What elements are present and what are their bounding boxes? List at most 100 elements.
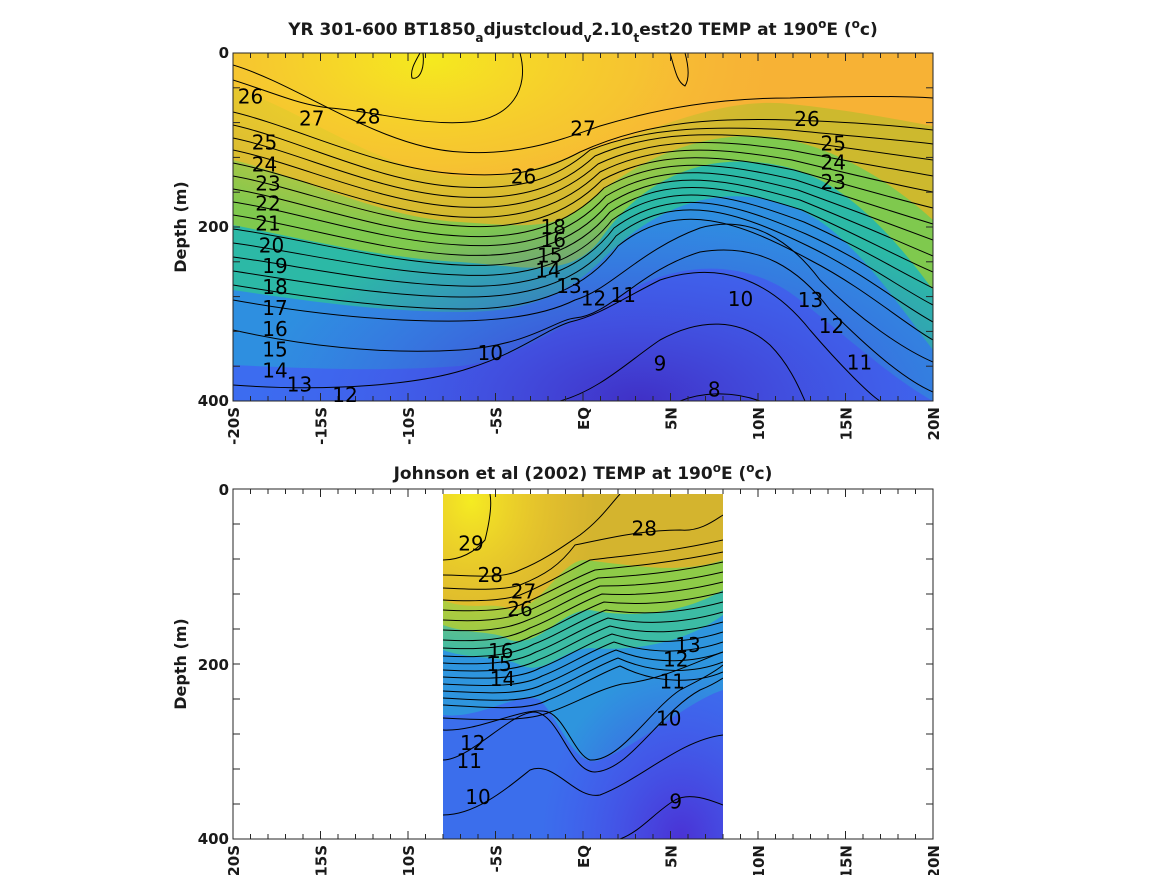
top-temperature-field (233, 53, 933, 401)
top-contour-10 (233, 271, 881, 401)
bottom-contour-label: 29 (458, 531, 483, 555)
top-contour-label: 24 (252, 152, 277, 176)
bottom-contour-19 (443, 621, 723, 672)
top-contours (233, 53, 933, 401)
bottom-contour-label: 27 (511, 579, 536, 603)
top-contour-28a (233, 53, 524, 124)
bottom-contour-label: 16 (488, 639, 513, 663)
top-contour-19 (233, 172, 933, 247)
top-contour-label: 15 (537, 244, 562, 268)
bottom-x-tick-label: 15N (838, 845, 856, 875)
top-contour-label: 28 (355, 105, 380, 129)
top-contour-label: 13 (798, 288, 823, 312)
top-panel: YR 301-600 BT1850adjustcloudv2.10test20 … (171, 17, 943, 445)
top-contour-label: 23 (255, 172, 280, 196)
top-x-tick-label: -20S (225, 407, 243, 445)
top-contour-21 (233, 157, 933, 228)
bottom-contour-label: 11 (660, 670, 685, 694)
bottom-contour-label: 28 (478, 563, 503, 587)
bottom-contour-label: 12 (663, 648, 688, 672)
bottom-contour-22 (443, 591, 723, 650)
bottom-y-axis-label: Depth (m) (171, 618, 190, 710)
top-contour-11 (233, 249, 933, 393)
bottom-contour-21 (443, 601, 723, 658)
bottom-x-tick-label: -20S (225, 845, 243, 875)
bottom-y-tick-200: 200 (198, 656, 229, 674)
top-x-tick-labels: -20S -15S -10S -5S EQ 5N 10N 15N 20N (225, 407, 943, 445)
top-y-tick-400: 400 (198, 392, 229, 410)
top-contour-label: 27 (570, 117, 595, 141)
bottom-contour-15 (443, 657, 723, 701)
top-contour-23 (233, 142, 933, 208)
top-contour-label: 10 (478, 341, 503, 365)
top-contour-label: 9 (654, 352, 667, 376)
top-contour-label: 25 (252, 131, 277, 155)
top-contour-28c (669, 53, 689, 87)
bottom-chart-title: Johnson et al (2002) TEMP at 190oE (oc) (393, 461, 773, 484)
bottom-x-tick-label: 10N (750, 845, 768, 875)
top-y-tick-200: 200 (198, 218, 229, 236)
top-contour-label: 20 (259, 233, 284, 257)
bottom-contour-label: 10 (465, 785, 490, 809)
top-contour-20 (233, 164, 933, 238)
top-contour-24 (233, 134, 933, 198)
top-contour-17 (233, 187, 933, 273)
top-x-tick-label: EQ (575, 407, 593, 430)
top-x-tick-label: -10S (400, 407, 418, 445)
bottom-contour-label: 11 (457, 749, 482, 773)
top-contour-label: 14 (262, 359, 287, 383)
top-contour-label: 11 (847, 351, 872, 375)
top-x-tick-label: 15N (838, 407, 856, 440)
top-contour-22 (233, 149, 933, 218)
top-contour-label: 13 (287, 372, 312, 396)
top-contour-12 (233, 223, 933, 363)
bottom-contour-16 (443, 649, 723, 694)
top-contour-label: 14 (535, 259, 560, 283)
top-x-tick-label: -15S (313, 407, 331, 445)
bottom-contour-11 (443, 677, 723, 773)
top-contour-label: 19 (262, 254, 287, 278)
top-contour-label: 22 (255, 192, 280, 216)
bottom-contour-14 (443, 665, 723, 709)
bottom-contour-label: 15 (486, 652, 511, 676)
top-contour-13 (233, 218, 933, 341)
bottom-x-tick-label: 20N (925, 845, 943, 875)
top-contour-label: 21 (255, 212, 280, 236)
bottom-contour-label: 26 (507, 597, 532, 621)
bottom-x-tick-labels: -20S -15S -10S -5S EQ 5N 10N 15N 20N (225, 845, 943, 875)
top-contour-9 (559, 323, 806, 401)
bottom-x-tick-label: 5N (663, 845, 681, 868)
bottom-contour-18 (443, 631, 723, 679)
bottom-contour-label: 13 (675, 633, 700, 657)
top-contour-label: 26 (511, 165, 536, 189)
top-contour-label: 16 (541, 228, 566, 252)
top-x-tick-label: -5S (488, 407, 506, 434)
bottom-cold-core (443, 494, 723, 839)
bottom-contours (443, 494, 723, 839)
top-contour-18 (233, 179, 933, 257)
bottom-contour-label: 14 (490, 667, 515, 691)
top-chart-title: YR 301-600 BT1850adjustcloudv2.10test20 … (287, 17, 878, 45)
bottom-contour-29 (443, 494, 492, 561)
top-contour-15 (233, 201, 933, 306)
top-contour-label: 12 (819, 314, 844, 338)
top-contour-16 (233, 194, 933, 289)
bottom-contour-label: 10 (656, 706, 681, 730)
bottom-contour-20 (443, 611, 723, 665)
bottom-contour-label: 28 (632, 516, 657, 540)
bottom-contour-28a (443, 494, 621, 577)
top-contour-label: 10 (728, 287, 753, 311)
bottom-contour-23 (443, 581, 723, 642)
bottom-contour-label: 12 (460, 731, 485, 755)
bottom-y-tick-0: 0 (219, 481, 229, 499)
top-contour-label: 15 (262, 338, 287, 362)
top-x-tick-label: 5N (663, 407, 681, 430)
top-contour-label: 8 (708, 378, 721, 402)
top-contour-label: 13 (556, 274, 581, 298)
top-contour-26 (233, 111, 933, 176)
bottom-contour-label: 9 (669, 789, 682, 813)
bottom-x-tick-label: -5S (488, 845, 506, 872)
